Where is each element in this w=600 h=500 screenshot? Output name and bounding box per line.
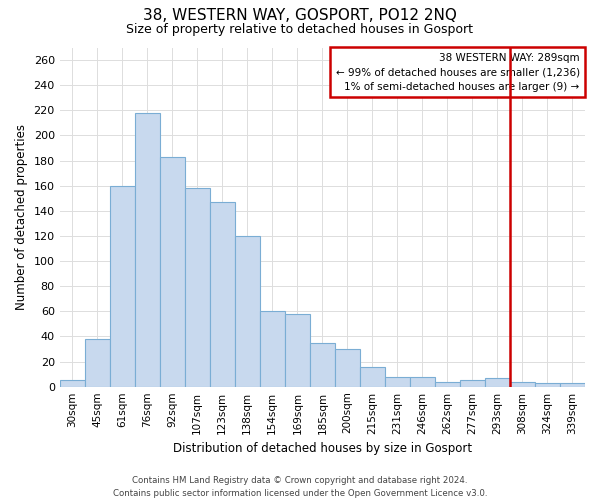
Bar (285, 314, 310, 386)
Y-axis label: Number of detached properties: Number of detached properties (15, 124, 28, 310)
Bar (160, 157, 185, 386)
Bar (560, 383, 585, 386)
Bar (210, 202, 235, 386)
Bar (485, 378, 510, 386)
Text: 38, WESTERN WAY, GOSPORT, PO12 2NQ: 38, WESTERN WAY, GOSPORT, PO12 2NQ (143, 8, 457, 22)
Text: Size of property relative to detached houses in Gosport: Size of property relative to detached ho… (127, 22, 473, 36)
Bar (235, 236, 260, 386)
Bar (335, 349, 360, 387)
Bar (110, 186, 135, 386)
Bar (435, 382, 460, 386)
Bar (410, 376, 435, 386)
Text: 38 WESTERN WAY: 289sqm
← 99% of detached houses are smaller (1,236)
1% of semi-d: 38 WESTERN WAY: 289sqm ← 99% of detached… (335, 52, 580, 92)
Bar (310, 342, 335, 386)
Text: Contains HM Land Registry data © Crown copyright and database right 2024.
Contai: Contains HM Land Registry data © Crown c… (113, 476, 487, 498)
Bar (460, 380, 485, 386)
X-axis label: Distribution of detached houses by size in Gosport: Distribution of detached houses by size … (173, 442, 472, 455)
Bar (85, 339, 110, 386)
Bar (385, 376, 410, 386)
Bar (360, 366, 385, 386)
Bar (135, 113, 160, 386)
Bar (535, 383, 560, 386)
Bar (510, 382, 535, 386)
Bar (185, 188, 210, 386)
Bar (260, 312, 285, 386)
Bar (59, 380, 85, 386)
